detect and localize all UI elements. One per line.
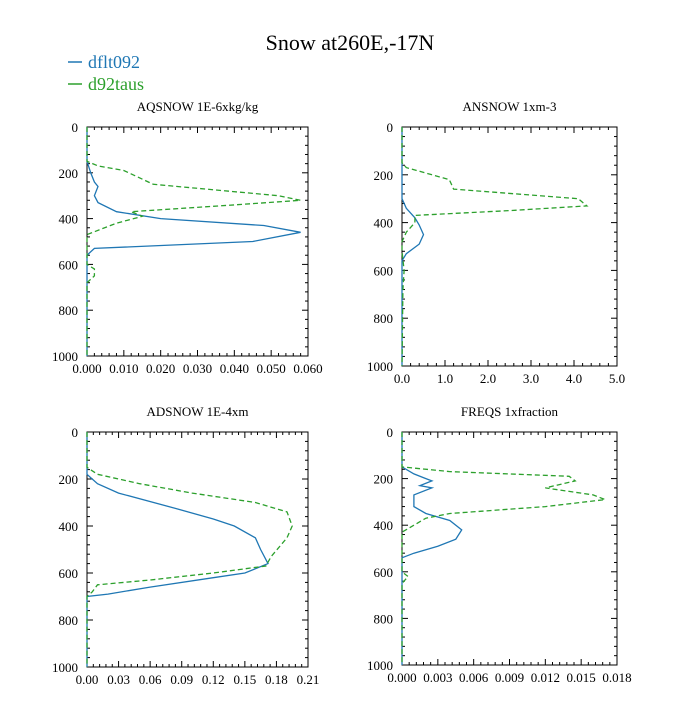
legend-label-d92taus: d92taus [88, 74, 144, 94]
series-line-dflt092 [401, 127, 425, 366]
y-tick-label: 200 [59, 166, 79, 181]
x-tick-label: 2.0 [480, 371, 496, 386]
panel-title: ADSNOW 1E-4xm [147, 404, 249, 419]
y-tick-label: 800 [59, 613, 79, 628]
y-tick-label: 1000 [52, 660, 78, 675]
y-tick-label: 0 [387, 120, 394, 135]
panel-3: ADSNOW 1E-4xm 0.00 0.03 0.06 0.09 0.12 0.15 0.1… [52, 404, 319, 687]
y-tick-label: 400 [59, 519, 79, 534]
figure-title: Snow at260E,-17N [266, 30, 435, 55]
y-tick-label: 200 [59, 472, 79, 487]
x-tick-label: 0.18 [265, 672, 288, 687]
legend-label-dflt092: dflt092 [88, 52, 140, 72]
panel-4: FREQS 1xfraction 0.000 0.003 0.006 0.009 0.01… [367, 404, 632, 685]
x-tick-label: 5.0 [609, 371, 625, 386]
panel-frame [401, 126, 618, 367]
series-line-d92taus [86, 432, 293, 667]
x-tick-label: 0.018 [602, 670, 631, 685]
x-tick-label: 0.12 [202, 672, 225, 687]
panel-frame [86, 126, 309, 357]
y-tick-label: 600 [59, 257, 79, 272]
x-tick-label: 0.00 [76, 672, 99, 687]
series-line-d92taus [401, 432, 606, 665]
y-tick-label: 800 [59, 303, 79, 318]
x-tick-label: 0.030 [183, 361, 212, 376]
x-tick-label: 0.009 [495, 670, 524, 685]
x-tick-label: 0.000 [72, 361, 101, 376]
y-tick-label: 800 [374, 311, 394, 326]
x-tick-label: 0.050 [257, 361, 286, 376]
x-tick-label: 0.21 [297, 672, 320, 687]
y-tick-label: 1000 [367, 359, 393, 374]
series-line-dflt092 [86, 432, 269, 667]
x-tick-label: 0.03 [107, 672, 130, 687]
x-tick-label: 0.000 [387, 670, 416, 685]
series-line-d92taus [401, 127, 589, 367]
y-tick-label: 400 [374, 518, 394, 533]
y-tick-label: 0 [387, 425, 394, 440]
series-line-dflt092 [86, 127, 301, 356]
panel-title: AQSNOW 1E-6xkg/kg [137, 99, 259, 114]
x-tick-label: 3.0 [523, 371, 539, 386]
panel-frame [401, 431, 618, 666]
y-tick-label: 0 [72, 425, 79, 440]
panel-frame [86, 431, 309, 668]
y-tick-label: 1000 [367, 658, 393, 673]
x-tick-label: 1.0 [437, 371, 453, 386]
y-tick-label: 0 [72, 120, 79, 135]
panels: AQSNOW 1E-6xkg/kg0.000 0.010 0.020 0.030 0.0… [52, 99, 632, 687]
y-tick-label: 600 [59, 566, 79, 581]
x-tick-label: 0.040 [220, 361, 249, 376]
x-tick-label: 0.0 [394, 371, 410, 386]
y-tick-label: 1000 [52, 349, 78, 364]
panel-title: ANSNOW 1xm-3 [462, 99, 556, 114]
x-tick-label: 0.003 [423, 670, 452, 685]
series-line-d92taus [86, 127, 301, 356]
x-tick-label: 4.0 [566, 371, 582, 386]
x-tick-label: 0.060 [293, 361, 322, 376]
x-tick-label: 0.15 [233, 672, 256, 687]
x-tick-label: 0.020 [146, 361, 175, 376]
panel-title: FREQS 1xfraction [461, 404, 559, 419]
y-tick-label: 800 [374, 611, 394, 626]
x-tick-label: 0.09 [170, 672, 193, 687]
x-tick-label: 0.015 [567, 670, 596, 685]
x-tick-label: 0.06 [139, 672, 162, 687]
series-line-dflt092 [401, 432, 463, 665]
y-tick-label: 400 [374, 216, 394, 231]
y-tick-label: 200 [374, 472, 394, 487]
panel-1: AQSNOW 1E-6xkg/kg 0.000 0.010 0.020 0.030 0.0… [52, 99, 323, 376]
y-tick-label: 400 [59, 212, 79, 227]
y-tick-label: 600 [374, 263, 394, 278]
y-tick-label: 200 [374, 168, 394, 183]
panel-2: ANSNOW 1xm-3 0.0 1.0 2.0 3.0 4.0 5.0 0 200 400 600… [367, 99, 625, 386]
y-tick-label: 600 [374, 565, 394, 580]
x-tick-label: 0.010 [109, 361, 138, 376]
x-tick-label: 0.012 [531, 670, 560, 685]
x-tick-label: 0.006 [459, 670, 489, 685]
